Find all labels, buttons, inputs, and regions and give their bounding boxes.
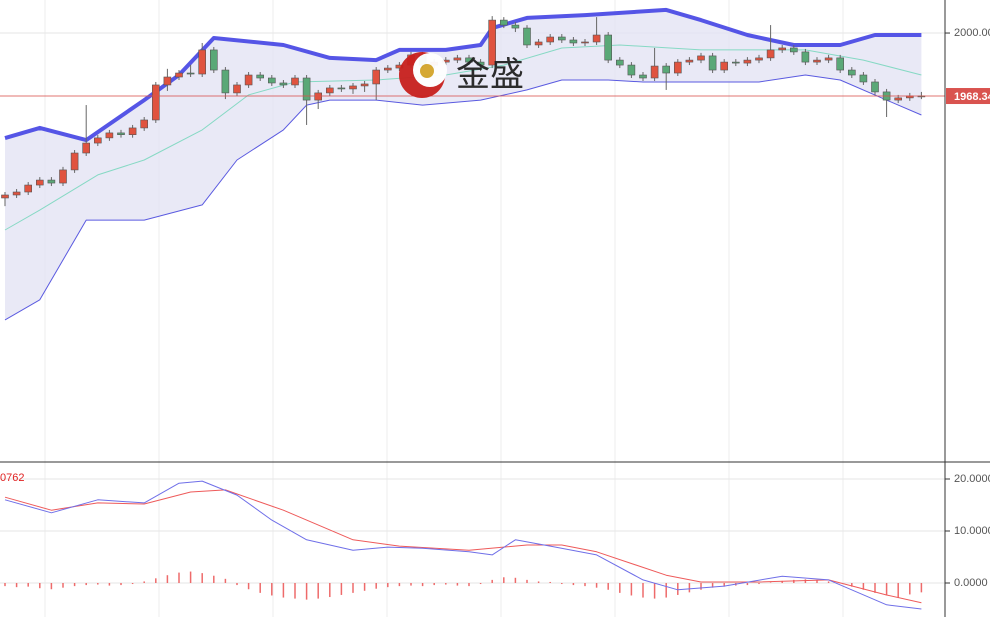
candle-body xyxy=(302,77,311,101)
candle-body xyxy=(650,65,659,79)
dea-line xyxy=(4,489,922,604)
candle-body xyxy=(221,69,230,94)
candle-body xyxy=(673,61,682,74)
candle-body xyxy=(639,74,647,79)
candle-body xyxy=(604,34,613,61)
y-tick-label: 10.0000 xyxy=(954,525,990,537)
candle-body xyxy=(488,19,497,66)
candle-body xyxy=(499,19,508,26)
candle-body xyxy=(720,61,729,71)
candle-body xyxy=(210,49,218,71)
candle-body xyxy=(708,55,717,71)
candle-body xyxy=(256,74,265,79)
candle-body xyxy=(12,191,21,196)
candle-body xyxy=(349,85,357,90)
candle-body xyxy=(383,67,392,71)
candle-body xyxy=(743,59,752,64)
candle-body xyxy=(813,59,821,63)
candle-body xyxy=(766,49,775,59)
candle-body xyxy=(360,83,369,87)
candle-body xyxy=(163,76,172,86)
watermark-text: 金盛 xyxy=(456,56,524,94)
candle-body xyxy=(94,137,102,144)
candle-body xyxy=(291,77,299,86)
candle-body xyxy=(523,27,531,46)
candle-body xyxy=(47,179,56,184)
logo-dot xyxy=(420,64,434,78)
candle-body xyxy=(824,57,833,61)
candle-body xyxy=(1,194,9,199)
candle-body xyxy=(534,41,543,46)
candle-body xyxy=(592,34,601,43)
candle-body xyxy=(186,72,195,75)
candle-body xyxy=(175,72,183,78)
candle-body xyxy=(871,81,879,93)
candle-body xyxy=(697,55,705,61)
candle-body xyxy=(581,41,589,44)
candle-body xyxy=(267,77,276,84)
candle-body xyxy=(755,57,763,61)
candle-body xyxy=(836,57,845,71)
macd-value-label: 0762 xyxy=(0,472,24,484)
candle-body xyxy=(117,132,125,136)
candle-body xyxy=(685,59,694,63)
last-price-box xyxy=(946,88,990,105)
candle-body xyxy=(778,47,787,51)
candle-body xyxy=(789,47,798,53)
candle-body xyxy=(546,36,555,43)
candle-body xyxy=(465,57,473,63)
candle-body xyxy=(372,69,381,85)
candle-body xyxy=(279,82,288,86)
candle-body xyxy=(569,39,578,44)
candle-body xyxy=(198,49,206,75)
candle-body xyxy=(627,64,636,76)
candle-body xyxy=(453,57,462,61)
candle-body xyxy=(894,97,903,101)
plot-layer: 2000.00 1968.34 20.0000 10.0000 0.0000 0762 xyxy=(0,7,990,610)
candle-body xyxy=(59,169,67,184)
y-tick-label: 2000.00 xyxy=(954,27,990,39)
dif-line xyxy=(4,480,922,610)
candle-body xyxy=(859,74,868,83)
candle-body xyxy=(325,87,334,94)
candle-body xyxy=(476,61,485,66)
candle-body xyxy=(244,74,253,86)
lower-band xyxy=(4,74,922,321)
candle-body xyxy=(24,184,33,193)
candle-body xyxy=(152,84,160,121)
candle-body xyxy=(233,84,241,94)
candle-body xyxy=(140,119,148,129)
candle-body xyxy=(105,132,114,139)
y-tick-label: 0.0000 xyxy=(954,577,988,589)
candle-body xyxy=(615,59,624,66)
candle-body xyxy=(557,36,566,41)
candle-body xyxy=(847,69,856,76)
candle-body xyxy=(82,142,90,154)
candle-body xyxy=(337,87,346,90)
candle-body xyxy=(128,127,137,136)
candle-body xyxy=(511,24,520,29)
candle-body xyxy=(731,61,740,64)
watermark-logo: 金盛 xyxy=(399,52,524,98)
candle-body xyxy=(662,65,671,74)
candle-body xyxy=(35,179,44,186)
y-tick-label: 20.0000 xyxy=(954,473,990,485)
candle-body xyxy=(801,51,810,63)
candle-body xyxy=(70,152,79,171)
last-price-label: 1968.34 xyxy=(954,91,990,103)
